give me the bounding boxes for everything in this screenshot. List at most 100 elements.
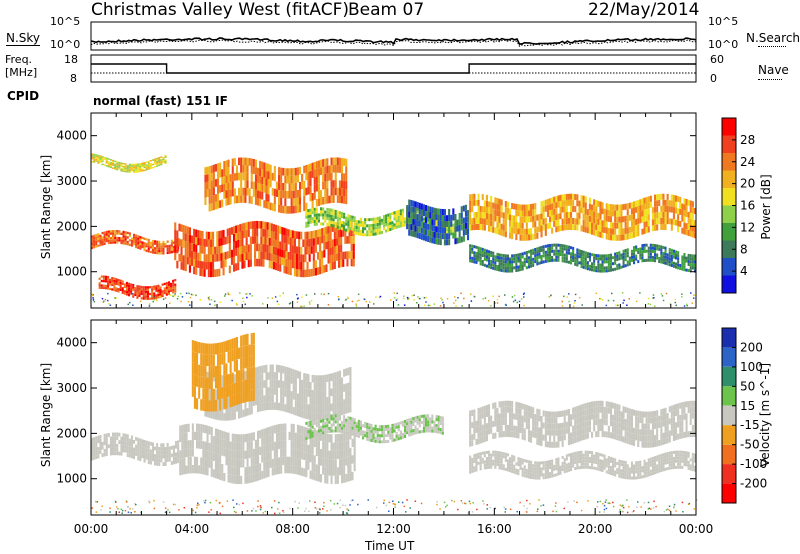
heatmap-cell (656, 206, 659, 213)
heatmap-cell (109, 283, 112, 286)
heatmap-cell (204, 377, 207, 389)
heatmap-cell (210, 451, 213, 461)
heatmap-cell (240, 392, 243, 404)
ytick-label: 2000 (56, 219, 87, 233)
heatmap-cell (328, 414, 331, 418)
heatmap-cell (340, 237, 343, 245)
heatmap-cell (93, 153, 96, 156)
heatmap-cell (483, 436, 486, 442)
heatmap-cell (299, 394, 302, 402)
heatmap-cell (429, 212, 432, 219)
heatmap-cell (172, 460, 175, 465)
heatmap-cell (483, 248, 486, 252)
heatmap-cell (196, 456, 199, 466)
heatmap-cell (245, 237, 248, 245)
heatmap-cell (196, 352, 199, 365)
heatmap-cell (305, 212, 308, 216)
heatmap-cell (336, 157, 339, 166)
heatmap-cell (313, 455, 316, 464)
heatmap-cell (268, 230, 271, 238)
heatmap-cell (607, 263, 610, 266)
heatmap-cell (462, 205, 465, 212)
heatmap-cell (469, 253, 472, 257)
heatmap-cell (399, 209, 402, 213)
heatmap-cell (617, 304, 619, 307)
heatmap-cell (124, 238, 127, 241)
heatmap-cell (502, 419, 505, 425)
heatmap-cell (542, 224, 545, 231)
heatmap-cell (147, 245, 150, 248)
heatmap-cell (128, 165, 131, 167)
heatmap-cell (616, 204, 619, 211)
heatmap-cell (689, 263, 692, 267)
heatmap-cell (683, 222, 686, 229)
heatmap-cell (330, 450, 333, 460)
heatmap-cell (483, 200, 486, 207)
heatmap-cell (334, 420, 337, 424)
heatmap-cell (103, 437, 106, 442)
heatmap-cell (156, 245, 159, 248)
heatmap-cell (286, 389, 289, 398)
heatmap-cell (266, 244, 269, 253)
heatmap-cell (693, 254, 696, 258)
heatmap-cell (645, 203, 648, 209)
heatmap-cell (568, 300, 570, 303)
heatmap-cell (310, 246, 313, 254)
heatmap-cell (257, 198, 260, 206)
heatmap-cell (576, 251, 579, 255)
heatmap-cell (471, 194, 474, 200)
heatmap-cell (536, 247, 539, 251)
heatmap-cell (101, 243, 104, 246)
heatmap-cell (332, 221, 335, 225)
heatmap-cell (399, 421, 402, 425)
heatmap-cell (91, 445, 94, 450)
heatmap-cell (222, 252, 225, 261)
heatmap-cell (563, 224, 566, 231)
heatmap-cell (679, 202, 682, 209)
heatmap-cell (441, 416, 444, 420)
heatmap-cell (338, 400, 341, 409)
heatmap-cell (420, 233, 423, 240)
heatmap-cell (95, 245, 98, 248)
heatmap-cell (347, 473, 350, 482)
heatmap-cell (448, 227, 451, 234)
heatmap-cell (687, 230, 690, 236)
heatmap-cell (315, 464, 318, 473)
heatmap-cell (97, 450, 100, 455)
heatmap-cell (329, 255, 332, 263)
heatmap-cell (149, 460, 152, 465)
heatmap-cell (250, 367, 253, 379)
heatmap-cell (307, 171, 310, 180)
heatmap-cell (311, 422, 314, 426)
heatmap-cell (362, 227, 365, 231)
heatmap-cell (341, 180, 344, 189)
heatmap-cell (686, 304, 688, 307)
heatmap-cell (323, 265, 326, 273)
heatmap-cell (319, 243, 322, 252)
heatmap-cell (387, 225, 390, 229)
heatmap-cell (109, 304, 112, 306)
heatmap-cell (257, 430, 260, 440)
heatmap-cell (92, 299, 95, 301)
heatmap-cell (393, 226, 396, 230)
freq-panel (90, 54, 697, 83)
heatmap-cell (324, 382, 327, 390)
heatmap-cell (563, 247, 566, 251)
heatmap-cell (437, 415, 440, 419)
freq-right-tick-top: 60 (710, 53, 724, 66)
heatmap-cell (151, 163, 154, 166)
heatmap-cell (244, 165, 247, 173)
heatmap-cell (532, 233, 535, 240)
heatmap-cell (540, 207, 543, 214)
heatmap-cell (542, 260, 545, 264)
heatmap-cell (513, 413, 516, 420)
heatmap-cell (532, 221, 535, 228)
heatmap-cell (231, 433, 234, 442)
heatmap-cell (389, 212, 392, 216)
heatmap-cell (109, 163, 112, 166)
heatmap-cell (105, 165, 108, 167)
heatmap-cell (353, 446, 356, 455)
heatmap-cell (578, 206, 581, 213)
heatmap-cell (334, 387, 337, 395)
heatmap-cell (607, 254, 610, 257)
